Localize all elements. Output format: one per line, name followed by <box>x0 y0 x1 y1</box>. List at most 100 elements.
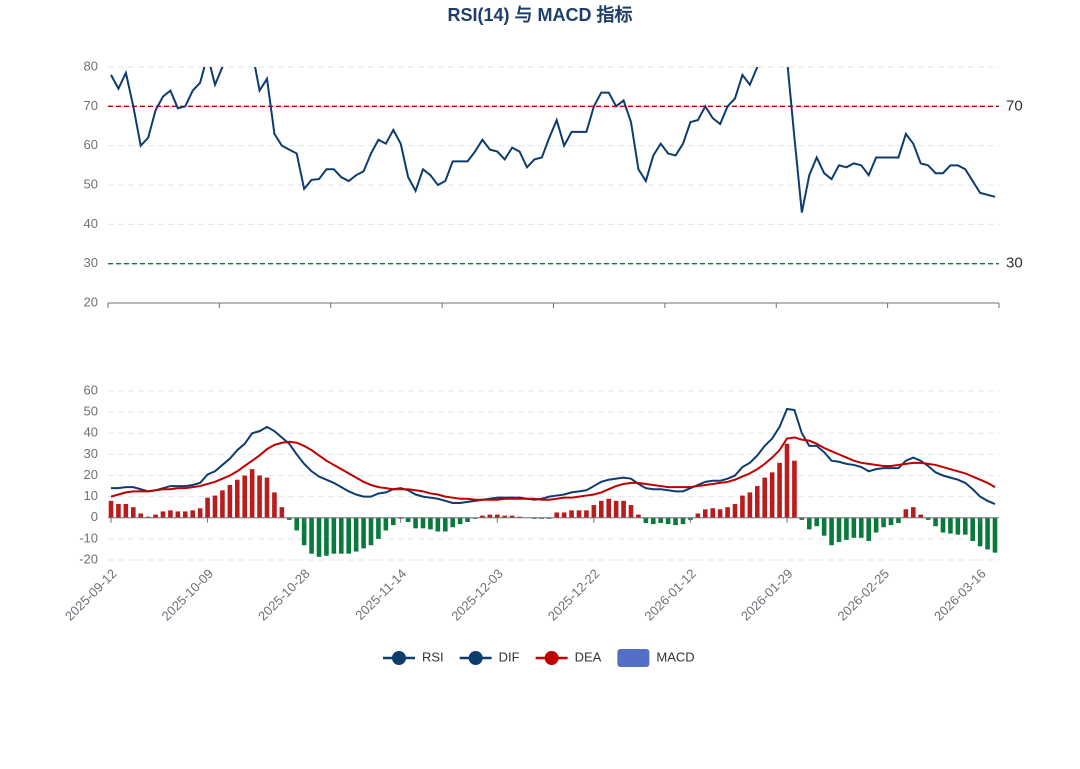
macd-bar <box>376 517 381 539</box>
macd-bar <box>413 517 418 529</box>
macd-bar <box>940 517 946 533</box>
macd-bar <box>242 475 248 518</box>
macd-bar <box>925 517 931 520</box>
macd-bar <box>353 517 359 552</box>
macd-bar <box>977 517 983 547</box>
macd-bar <box>858 517 864 538</box>
macd-bar <box>428 517 433 530</box>
x-tick-label: 2025-10-28 <box>255 566 313 624</box>
macd-bar <box>123 504 129 518</box>
x-tick-label: 2025-09-12 <box>62 566 120 624</box>
macd-bar <box>896 517 901 524</box>
macd-bar <box>821 517 827 536</box>
legend-label: DIF <box>499 649 520 664</box>
line-series <box>111 407 996 505</box>
macd-bar <box>145 516 151 518</box>
macd-bar <box>227 485 233 518</box>
macd-bar <box>576 510 582 518</box>
macd-bar <box>769 472 775 518</box>
macd-bar <box>116 504 121 518</box>
macd-bar <box>754 486 760 518</box>
macd-bar <box>792 460 797 518</box>
legend-icon <box>468 651 483 665</box>
macd-bar <box>829 517 834 546</box>
legend-icon <box>617 649 650 667</box>
macd-bar <box>457 517 463 525</box>
macd-bar <box>717 509 723 518</box>
macd-bar <box>539 517 545 519</box>
macd-bar <box>324 517 329 556</box>
macd-bar <box>257 475 262 518</box>
y-tick-label: 0 <box>91 509 98 524</box>
macd-bar <box>777 462 782 518</box>
x-tick-label: 2025-12-22 <box>545 566 603 624</box>
macd-bar <box>636 514 641 518</box>
x-tick-label: 2026-01-29 <box>738 566 796 624</box>
macd-bar <box>933 517 938 527</box>
macd-bar <box>665 517 671 525</box>
macd-bar <box>383 517 389 531</box>
macd-bar <box>517 516 522 518</box>
macd-bar <box>866 517 872 541</box>
x-tick-label: 2025-11-14 <box>352 566 409 623</box>
macd-bar <box>450 517 456 528</box>
reference-label: 30 <box>1006 255 1023 272</box>
macd-bar <box>985 517 990 550</box>
macd-bar <box>272 492 277 518</box>
macd-bar <box>784 443 790 518</box>
macd-bar <box>903 509 909 518</box>
macd-bar <box>673 517 678 526</box>
macd-bar <box>435 517 441 532</box>
macd-bar <box>309 517 314 554</box>
legend-label: MACD <box>656 649 694 664</box>
x-tick-label: 2025-12-03 <box>448 566 506 624</box>
macd-bar <box>168 510 173 518</box>
macd-bar <box>494 514 500 518</box>
macd-bar <box>405 517 411 522</box>
macd-bar <box>108 500 114 518</box>
macd-bar <box>331 517 337 554</box>
macd-bar <box>234 479 240 518</box>
macd-bar <box>220 490 225 518</box>
legend-label: RSI <box>422 649 444 664</box>
y-tick-label: 50 <box>84 404 98 419</box>
macd-bar <box>628 505 634 518</box>
x-tick-label: 2026-01-12 <box>641 566 699 624</box>
macd-bar <box>338 517 344 554</box>
macd-bar <box>613 500 619 518</box>
chart-title: RSI(14) 与 MACD 指标 <box>447 4 632 25</box>
macd-bar <box>264 477 270 518</box>
macd-bar <box>732 504 738 518</box>
macd-bar <box>873 517 879 533</box>
macd-bar <box>554 512 560 518</box>
macd-bar <box>806 517 812 530</box>
macd-bar <box>153 514 158 518</box>
macd-bar <box>584 510 589 518</box>
macd-bar <box>279 507 285 518</box>
macd-bar <box>190 510 196 518</box>
macd-bar <box>205 497 210 518</box>
macd-bar <box>814 517 820 527</box>
macd-bar <box>799 517 805 520</box>
macd-bar <box>621 500 626 518</box>
macd-bar <box>301 517 307 546</box>
macd-bar <box>710 508 716 518</box>
macd-bar <box>702 509 708 518</box>
macd-bar <box>346 517 352 554</box>
macd-bar <box>502 515 508 518</box>
y-tick-label: -10 <box>79 530 98 545</box>
line-series <box>110 67 996 213</box>
macd-bar <box>962 517 968 535</box>
y-tick-label: 40 <box>84 425 98 440</box>
macd-bar <box>747 492 753 518</box>
y-tick-label: 70 <box>84 98 98 113</box>
macd-bar <box>472 517 478 519</box>
macd-bar <box>606 498 612 518</box>
macd-bar <box>695 513 701 518</box>
x-tick-label: 2026-03-16 <box>931 566 989 624</box>
macd-bar <box>420 517 426 529</box>
macd-bar <box>130 507 136 518</box>
macd-bar <box>569 510 574 518</box>
macd-bar <box>598 500 604 518</box>
